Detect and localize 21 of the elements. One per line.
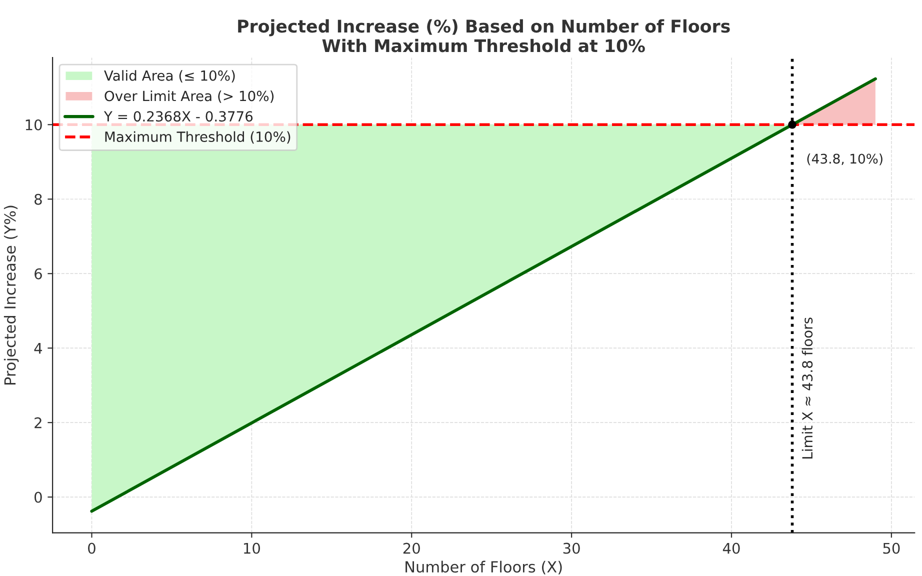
y-tick-label: 10 — [26, 119, 42, 130]
legend-label: Maximum Threshold (10%) — [105, 131, 290, 144]
y-axis-title: Projected Increase (Y%) — [4, 206, 19, 384]
chart-title: Projected Increase (%) Based on Number of Floors With Maximum Threshold at 10% — [238, 19, 730, 52]
x-tick-label: 30 — [563, 542, 580, 554]
x-axis-title: Number of Floors (X) — [406, 560, 562, 574]
ref-line-label: Limit X ≈ 43.8 floors — [802, 318, 813, 458]
legend-label: Y = 0.2368X - 0.3776 — [104, 111, 253, 122]
y-tick-label: 4 — [34, 342, 42, 354]
legend-label: Over Limit Area (> 10%) — [104, 90, 274, 103]
x-tick-label: 0 — [88, 542, 96, 554]
y-tick-label: 8 — [34, 194, 42, 205]
y-tick-label: 6 — [34, 268, 42, 280]
x-tick-label: 10 — [244, 542, 260, 554]
annotation: (43.8, 10%) — [807, 154, 882, 166]
x-tick-label: 50 — [883, 542, 900, 554]
y-tick-label: 0 — [34, 492, 42, 503]
x-tick-label: 20 — [403, 542, 420, 554]
x-tick-label: 40 — [722, 542, 740, 554]
y-tick-label: 2 — [34, 417, 42, 428]
legend-label: Valid Area (≤ 10%) — [104, 70, 235, 82]
